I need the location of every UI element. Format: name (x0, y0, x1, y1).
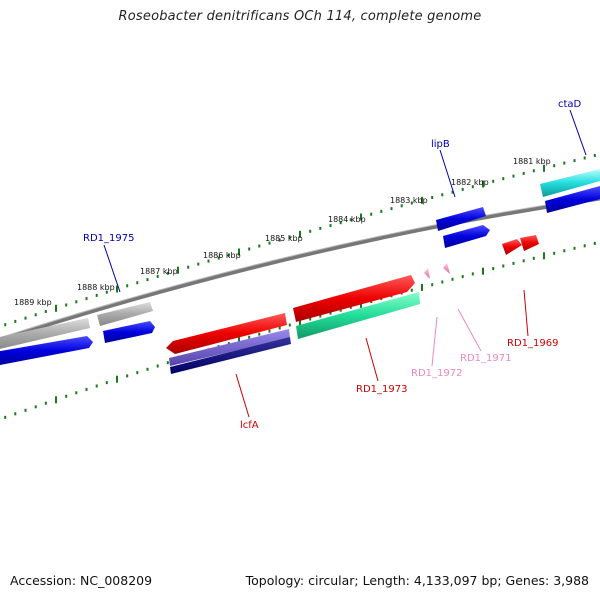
scale-label-1887: 1887 kbp (140, 267, 178, 276)
gene-feature-grey-rd1-1975[interactable] (97, 302, 153, 326)
gene-feature-pink-rd1-1971[interactable] (443, 263, 450, 274)
scale-label-1886: 1886 kbp (203, 251, 241, 260)
scale-label-1883: 1883 kbp (390, 196, 428, 205)
gene-label-lipb[interactable]: lipB (431, 139, 450, 150)
gene-label-rd1-1971[interactable]: RD1_1971 (460, 353, 511, 364)
leader-ctad (569, 109, 587, 156)
leader-rd1-1969 (523, 289, 529, 337)
gene-label-rd1-1975[interactable]: RD1_1975 (83, 233, 134, 244)
outer-scale-track (4, 154, 596, 327)
gene-feature-blue-left[interactable] (0, 336, 93, 366)
scale-label-1884: 1884 kbp (328, 215, 366, 224)
leader-lcfa (235, 373, 250, 418)
gene-feature-blue-rd1-1975[interactable] (103, 321, 155, 343)
leader-rd1-1975 (103, 244, 121, 293)
scale-label-1882: 1882 kbp (451, 178, 489, 187)
gene-feature-purple-lcfa[interactable] (169, 329, 290, 366)
leader-rd1-1971 (457, 308, 482, 352)
gene-feature-grey-left[interactable] (0, 318, 90, 350)
gene-feature-cyan-ctad[interactable] (540, 169, 600, 197)
gene-feature-red-rd1-1969-b[interactable] (520, 235, 539, 251)
gene-feature-blue-lipb-a[interactable] (436, 207, 486, 231)
scale-label-1889: 1889 kbp (14, 298, 52, 307)
gene-label-ctad[interactable]: ctaD (558, 99, 582, 110)
scale-label-1888: 1888 kbp (77, 283, 115, 292)
gene-feature-navy-lcfa[interactable] (170, 337, 291, 374)
scale-label-1881: 1881 kbp (513, 157, 551, 166)
scale-label-1885: 1885 kbp (265, 234, 303, 243)
gene-feature-teal-rd1-1973[interactable] (296, 292, 420, 339)
gene-feature-red-rd1-1973[interactable] (293, 275, 415, 322)
map-title: Roseobacter denitrificans OCh 114, compl… (118, 9, 482, 24)
leader-lipb (439, 149, 456, 198)
topology-text: Topology: circular; Length: 4,133,097 bp… (245, 573, 589, 588)
gene-feature-pink-rd1-1972[interactable] (424, 268, 430, 279)
genome-backbone (0, 196, 600, 342)
gene-label-rd1-1972[interactable]: RD1_1972 (411, 368, 462, 379)
leader-rd1-1973 (365, 337, 379, 382)
gene-feature-blue-ctad[interactable] (545, 186, 600, 213)
gene-label-lcfa[interactable]: lcfA (240, 420, 259, 431)
leader-rd1-1972 (431, 316, 438, 367)
genome-backbone-highlight (0, 195, 600, 339)
gene-label-rd1-1973[interactable]: RD1_1973 (356, 384, 407, 395)
gene-feature-red-rd1-1969-a[interactable] (502, 239, 522, 255)
gene-feature-blue-lipb-b[interactable] (443, 225, 490, 248)
accession-text: Accession: NC_008209 (10, 573, 153, 588)
gene-feature-red-lcfa[interactable] (166, 313, 287, 354)
gene-label-rd1-1969[interactable]: RD1_1969 (507, 338, 558, 349)
